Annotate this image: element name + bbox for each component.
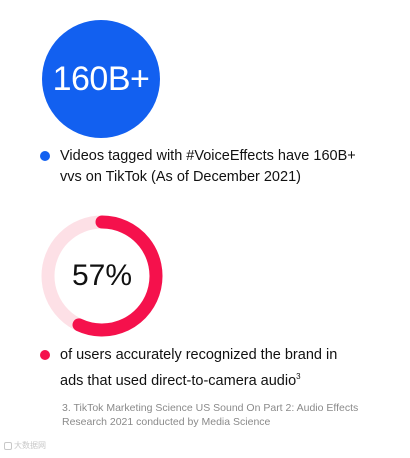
bullet-dot	[40, 350, 50, 360]
stat-description: of users accurately recognized the brand…	[60, 345, 360, 392]
donut-arc	[72, 215, 163, 337]
footnote-marker: 3	[296, 372, 301, 381]
bullet-dot	[40, 151, 50, 161]
stat-circle: 160B+	[42, 20, 160, 138]
donut-value: 57%	[71, 259, 133, 292]
stat-description-text: of users accurately recognized the brand…	[60, 347, 338, 389]
footnote: 3. TikTok Marketing Science US Sound On …	[62, 402, 359, 428]
donut-svg	[41, 215, 163, 337]
watermark-icon	[4, 441, 12, 450]
donut-chart: 57%	[40, 214, 164, 338]
stat-value: 160B+	[52, 59, 150, 98]
stat-description-row: of users accurately recognized the brand…	[40, 345, 360, 392]
stat-description-row: Videos tagged with #VoiceEffects have 16…	[40, 146, 360, 188]
watermark: 大数据网	[4, 440, 46, 451]
stat-description: Videos tagged with #VoiceEffects have 16…	[60, 148, 356, 185]
watermark-text: 大数据网	[14, 441, 46, 450]
